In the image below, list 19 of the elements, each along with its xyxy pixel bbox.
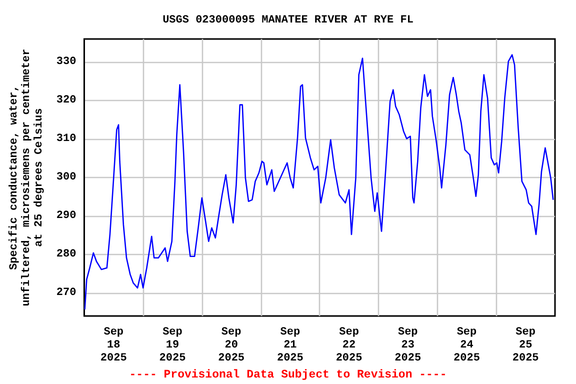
y-tick-label: 320	[56, 94, 76, 107]
y-tick-label: 310	[56, 133, 76, 146]
chart-title: USGS 023000095 MANATEE RIVER AT RYE FL	[162, 14, 414, 26]
y-tick-label: 330	[56, 56, 76, 68]
y-tick-label: 290	[56, 210, 76, 222]
y-tick-label: 270	[56, 286, 76, 299]
x-tick-label: Sep 20 2025	[218, 326, 245, 364]
y-tick-label: 280	[56, 248, 76, 260]
x-tick-label: Sep 22 2025	[336, 326, 363, 364]
x-tick-label: Sep 19 2025	[159, 326, 186, 364]
y-tick-label: 300	[56, 172, 76, 184]
y-axis-title: Specific conductance, water, unfiltered, microsiemens per centimeter at 25 degrees Celsius	[7, 48, 46, 306]
x-tick-label: Sep 21 2025	[276, 326, 304, 364]
x-tick-label: Sep 25 2025	[512, 326, 540, 364]
line-series	[84, 54, 554, 310]
x-tick-label: Sep 23 2025	[394, 326, 422, 364]
x-tick-label: Sep 18 2025	[100, 326, 128, 364]
text: ---- Provisional Data Subject to Revision ----	[129, 368, 447, 382]
x-tick-label: Sep 24 2025	[454, 326, 480, 364]
